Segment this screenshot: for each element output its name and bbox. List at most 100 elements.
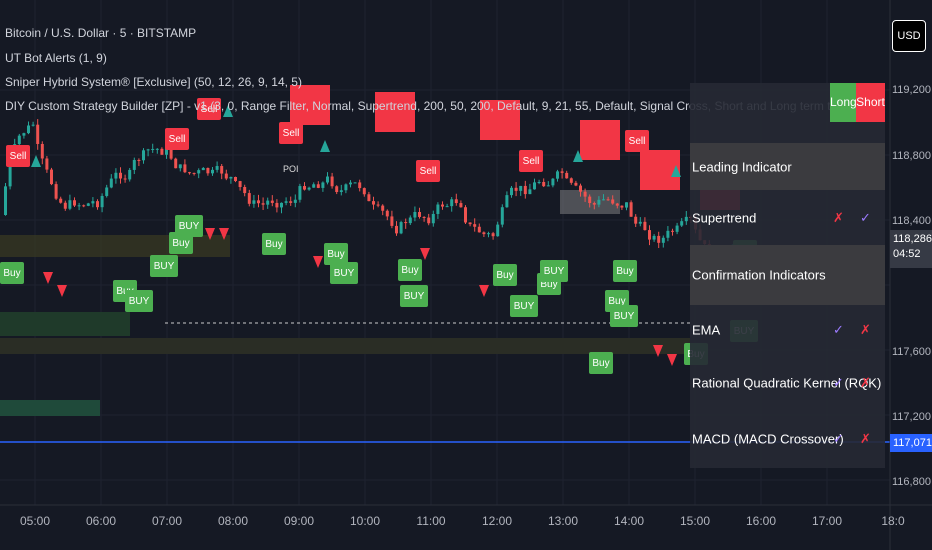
candle-body xyxy=(542,181,546,187)
candle-body xyxy=(468,222,472,225)
candle-body xyxy=(418,211,421,217)
price-label: 119,200 xyxy=(892,84,931,96)
candle-body xyxy=(224,173,228,179)
candle-body xyxy=(385,210,389,217)
price-label: 116,800 xyxy=(892,476,931,488)
signal-label xyxy=(540,260,568,282)
candle-body xyxy=(638,221,642,224)
candle-body xyxy=(293,199,297,203)
candle-body xyxy=(4,186,7,215)
candle-body xyxy=(671,230,674,232)
candle-body xyxy=(234,177,237,182)
signal-cluster xyxy=(640,150,680,190)
signal-text: BUY xyxy=(179,221,200,232)
candle-body xyxy=(427,217,431,224)
price-label: 118,400 xyxy=(892,215,931,227)
candle-body xyxy=(569,178,573,183)
candle-body xyxy=(307,187,311,190)
candle-body xyxy=(105,187,109,196)
table-row: MACD (MACD Crossover) ✓ ✗ xyxy=(690,410,885,468)
candle-body xyxy=(588,196,592,204)
candle-body xyxy=(399,222,403,234)
indicator-legend[interactable]: UT Bot Alerts (1, 9) xyxy=(5,51,107,65)
price-label: 117,200 xyxy=(892,411,931,423)
table-row: Supertrend ✗ ✓ xyxy=(690,190,885,245)
candle-body xyxy=(266,200,270,205)
candle-body xyxy=(500,207,504,225)
signal-triangle xyxy=(31,155,41,167)
signal-text: BUY xyxy=(544,266,565,277)
candle-body xyxy=(353,182,357,184)
candle-body xyxy=(68,200,72,209)
candle-body xyxy=(165,148,168,155)
candle-body xyxy=(487,233,490,235)
candle-body xyxy=(289,201,293,203)
time-label: 11:00 xyxy=(416,514,446,528)
table-row: Rational Quadratic Kernel (RQK) ✓ ✗ xyxy=(690,355,885,410)
candle-body xyxy=(280,202,283,208)
signal-cluster xyxy=(290,85,330,125)
signal-text: Sell xyxy=(169,134,186,145)
candle-body xyxy=(119,172,122,179)
signal-label xyxy=(613,260,637,282)
candle-body xyxy=(390,216,394,226)
candle-body xyxy=(270,200,274,203)
candle-body xyxy=(381,205,385,211)
time-label: 13:00 xyxy=(547,514,579,528)
signal-cluster xyxy=(580,120,620,160)
signal-text: BUY xyxy=(154,261,175,272)
candle-body xyxy=(661,237,665,243)
candle-body xyxy=(629,202,633,217)
candle-body xyxy=(441,204,444,207)
signal-triangle xyxy=(479,285,489,297)
candle-body xyxy=(560,171,564,173)
candle-body xyxy=(128,169,132,180)
signal-text: BUY xyxy=(334,268,355,279)
candle-body xyxy=(40,143,44,159)
signal-text: BUY xyxy=(404,291,425,302)
candle-body xyxy=(169,148,173,159)
table-row: Confirmation Indicators xyxy=(690,245,885,305)
signal-triangle xyxy=(653,345,663,357)
currency-button[interactable]: USD xyxy=(892,20,926,52)
candle-body xyxy=(528,189,532,195)
candle-body xyxy=(464,207,467,223)
signal-text: Buy xyxy=(616,266,633,277)
signal-label xyxy=(6,145,30,167)
candle-body xyxy=(546,185,550,187)
indicator-legend[interactable]: Sniper Hybrid System® [Exclusive] (50, 1… xyxy=(5,75,302,89)
signal-triangle xyxy=(420,248,430,260)
time-label: 05:00 xyxy=(19,514,51,528)
signal-label xyxy=(262,233,286,255)
signal-text: BUY xyxy=(129,296,150,307)
candle-body xyxy=(206,167,210,174)
time-label: 15:00 xyxy=(679,514,711,528)
signal-triangle xyxy=(205,228,215,240)
candle-body xyxy=(514,187,518,191)
candle-body xyxy=(8,162,12,187)
signal-text: Sell xyxy=(420,166,437,177)
candle-body xyxy=(454,199,458,204)
cell-long: ✓ xyxy=(833,374,844,390)
candle-body xyxy=(533,182,536,190)
candle-body xyxy=(155,148,159,150)
candle-body xyxy=(284,201,288,203)
time-label: 17:00 xyxy=(811,514,843,528)
indicator-legend[interactable]: DIY Custom Strategy Builder [ZP] - v1 (3… xyxy=(5,99,885,113)
candle-body xyxy=(625,202,628,208)
candle-body xyxy=(50,169,53,185)
time-label: 10:00 xyxy=(349,514,381,528)
signal-text: Buy xyxy=(496,270,513,281)
time-label: 16:00 xyxy=(745,514,777,528)
candle-body xyxy=(252,200,256,204)
signal-triangle xyxy=(57,285,67,297)
candle-body xyxy=(606,199,610,201)
signal-triangle xyxy=(223,105,233,117)
candle-body xyxy=(142,150,145,161)
candle-body xyxy=(459,203,463,208)
long-header: Long xyxy=(830,83,857,122)
candle-body xyxy=(404,222,408,224)
table-row: EMA ✓ ✗ xyxy=(690,305,885,355)
cell-short: ✗ xyxy=(860,322,871,337)
